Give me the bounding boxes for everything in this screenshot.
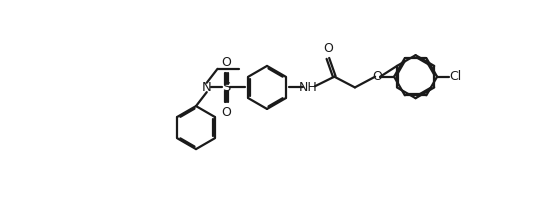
Text: O: O	[221, 56, 231, 69]
Text: NH: NH	[299, 81, 317, 94]
Text: O: O	[221, 106, 231, 119]
Text: Cl: Cl	[450, 70, 462, 83]
Text: N: N	[202, 81, 211, 94]
Text: O: O	[373, 70, 382, 83]
Text: S: S	[222, 81, 230, 94]
Text: O: O	[323, 42, 333, 55]
